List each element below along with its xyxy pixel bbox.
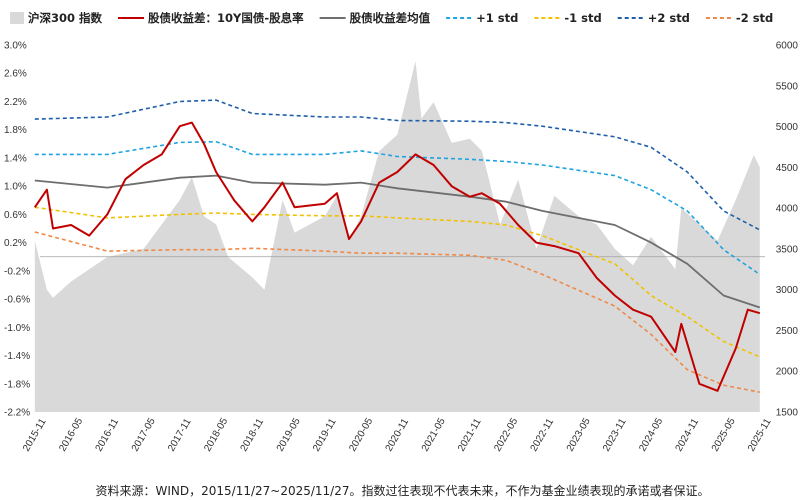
right-axis-tick-label: 5000 <box>776 122 799 133</box>
x-axis-tick-label: 2016-05 <box>57 416 85 454</box>
x-axis-tick-label: 2025-11 <box>746 416 774 453</box>
legend-label: +1 std <box>476 11 518 25</box>
hs300-area-layer <box>34 61 760 413</box>
right-axis-ticks: 6000 5500 5000 4500 4000 3500 3000 2500 2000 1500 <box>776 41 799 419</box>
minus-2-std-line <box>34 231 760 393</box>
left-axis-tick-label: -1.4% <box>4 351 30 362</box>
right-axis-tick-label: 1500 <box>776 408 799 419</box>
legend-item: +2 std <box>617 11 690 25</box>
minus-1-std-line <box>34 206 761 358</box>
source-footnote: 资料来源：WIND，2015/11/27~2025/11/27。指数过往表现不代… <box>95 484 710 498</box>
legend-label: 股债收益差：10Y国债-股息率 <box>148 11 304 25</box>
hs300-area <box>34 61 760 413</box>
left-axis-tick-label: 3.0% <box>4 41 27 52</box>
right-axis-tick-label: 5500 <box>776 81 799 92</box>
right-axis-tick-label: 2000 <box>776 367 799 378</box>
x-axis-ticks: 2015-11 2016-05 2016-11 2017-05 2017-11 2018-… <box>21 416 774 454</box>
right-axis-tick-label: 3500 <box>776 244 799 255</box>
x-axis-tick-label: 2017-05 <box>130 416 158 454</box>
plus-2-std-line <box>34 99 761 231</box>
right-axis-tick-label: 2500 <box>776 326 799 337</box>
right-axis-tick-label: 4500 <box>776 163 799 174</box>
x-axis-tick-label: 2025-05 <box>710 416 738 454</box>
x-axis-tick-label: 2024-05 <box>637 416 665 454</box>
legend-swatch <box>10 12 24 24</box>
x-axis-tick-label: 2020-11 <box>384 416 412 453</box>
legend-label: +2 std <box>648 11 690 25</box>
plus-1-std-line <box>34 140 761 276</box>
left-axis-tick-label: 2.6% <box>4 69 27 80</box>
left-axis-tick-label: 1.4% <box>4 153 27 164</box>
left-axis-tick-label: -0.2% <box>4 266 30 277</box>
series-lines-layer <box>33 99 761 393</box>
legend-item: 股债收益差：10Y国债-股息率 <box>118 11 304 25</box>
left-axis-tick-label: -1.0% <box>4 323 30 334</box>
legend-item: -1 std <box>534 11 602 25</box>
legend-item: -2 std <box>705 11 773 25</box>
right-axis-tick-label: 3000 <box>776 285 799 296</box>
right-axis-tick-label: 4000 <box>776 204 799 215</box>
right-axis-tick-label: 6000 <box>776 41 799 52</box>
legend-label: -2 std <box>736 11 773 25</box>
legend-label: -1 std <box>564 11 601 25</box>
legend-item: 股债收益差均值 <box>319 11 431 25</box>
x-axis-tick-label: 2021-11 <box>456 416 484 453</box>
x-axis-tick-label: 2023-05 <box>565 416 593 454</box>
legend-item: +1 std <box>446 11 518 25</box>
left-axis-tick-label: -0.6% <box>4 295 30 306</box>
x-axis-tick-label: 2019-11 <box>311 416 339 453</box>
left-axis-tick-label: 0.6% <box>4 210 27 221</box>
left-axis-tick-label: 1.0% <box>4 182 27 193</box>
chart-legend: 沪深300 指数 股债收益差：10Y国债-股息率 股债收益差均值 +1 std -1 s… <box>10 11 773 25</box>
left-axis-tick-label: 2.2% <box>4 97 27 108</box>
x-axis-tick-label: 2019-05 <box>275 416 303 454</box>
x-axis-tick-label: 2021-05 <box>420 416 448 454</box>
x-axis-tick-label: 2017-11 <box>166 416 194 453</box>
x-axis-tick-label: 2015-11 <box>21 416 49 453</box>
left-axis-tick-label: 0.2% <box>4 238 27 249</box>
legend-item: 沪深300 指数 <box>10 11 103 25</box>
left-axis-tick-label: -2.2% <box>4 408 30 419</box>
yield-gap-line <box>33 121 761 392</box>
left-axis-tick-label: 1.8% <box>4 125 27 136</box>
x-axis-tick-label: 2018-11 <box>239 416 267 453</box>
x-axis-tick-label: 2018-05 <box>202 416 230 454</box>
legend-label: 沪深300 指数 <box>28 11 103 25</box>
x-axis-tick-label: 2016-11 <box>94 416 122 453</box>
legend-label: 股债收益差均值 <box>350 11 431 25</box>
x-axis-tick-label: 2024-11 <box>674 416 702 453</box>
x-axis-tick-label: 2020-05 <box>347 416 375 454</box>
x-axis-tick-label: 2022-05 <box>492 416 520 454</box>
yield-gap-mean-line <box>34 174 761 309</box>
x-axis-tick-label: 2022-11 <box>529 416 557 453</box>
left-axis-tick-label: -1.8% <box>4 379 30 390</box>
x-axis-tick-label: 2023-11 <box>601 416 629 453</box>
left-axis-ticks: 3.0% 2.6% 2.2% 1.8% 1.4% 1.0% 0.6% 0.2% -0.2% -0.… <box>4 41 30 419</box>
